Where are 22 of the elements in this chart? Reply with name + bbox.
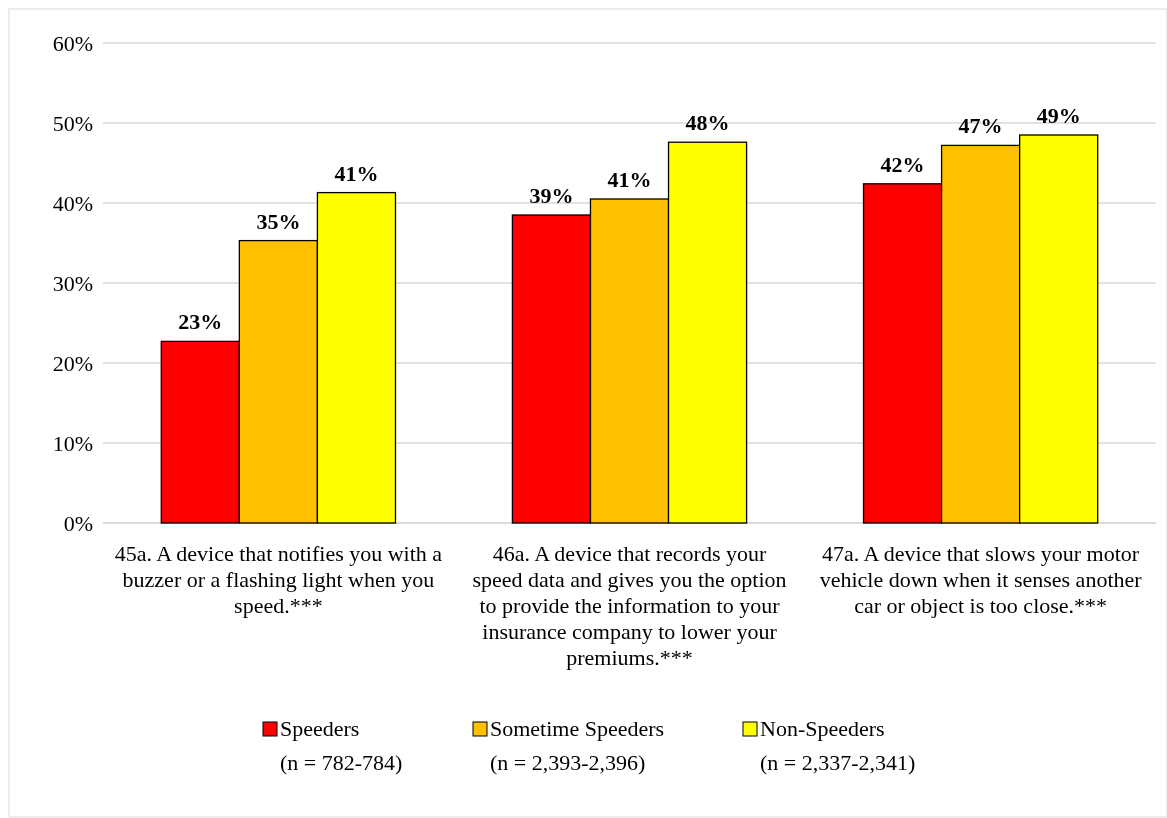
y-tick-label: 60% [52,30,93,56]
y-tick-label: 0% [63,510,93,536]
y-tick-label: 30% [52,270,93,296]
legend-label: Non-Speeders (n = 2,337-2,341) [760,716,916,775]
x-tick-label: 47a. A device that slows your motor vehicle down when it senses another car or object is too close.*** [819,541,1143,618]
data-label: 42% [880,151,925,177]
y-tick-label: 20% [52,350,93,376]
y-tick-label: 40% [52,190,93,216]
x-tick-label: 46a. A device that records your speed data and gives you the option to provide the information to your insurance company to lower your premiums.*** [472,541,787,670]
data-label: 41% [334,160,379,186]
data-label: 41% [607,167,652,192]
y-tick-label: 50% [52,110,93,136]
data-label: 23% [178,309,223,335]
x-tick-label: 45a. A device that notifies you with a buzzer or a flashing light when you speed.*** [114,541,443,618]
data-label: 39% [529,183,574,208]
data-label: 47% [958,113,1003,139]
legend-label: Sometime Speeders (n = 2,393-2,396) [490,716,665,775]
legend-label: Speeders (n = 782-784) [280,716,403,775]
y-tick-label: 10% [52,430,93,456]
data-label: 48% [685,110,730,136]
data-label: 35% [256,208,301,234]
data-label: 49% [1036,103,1081,128]
